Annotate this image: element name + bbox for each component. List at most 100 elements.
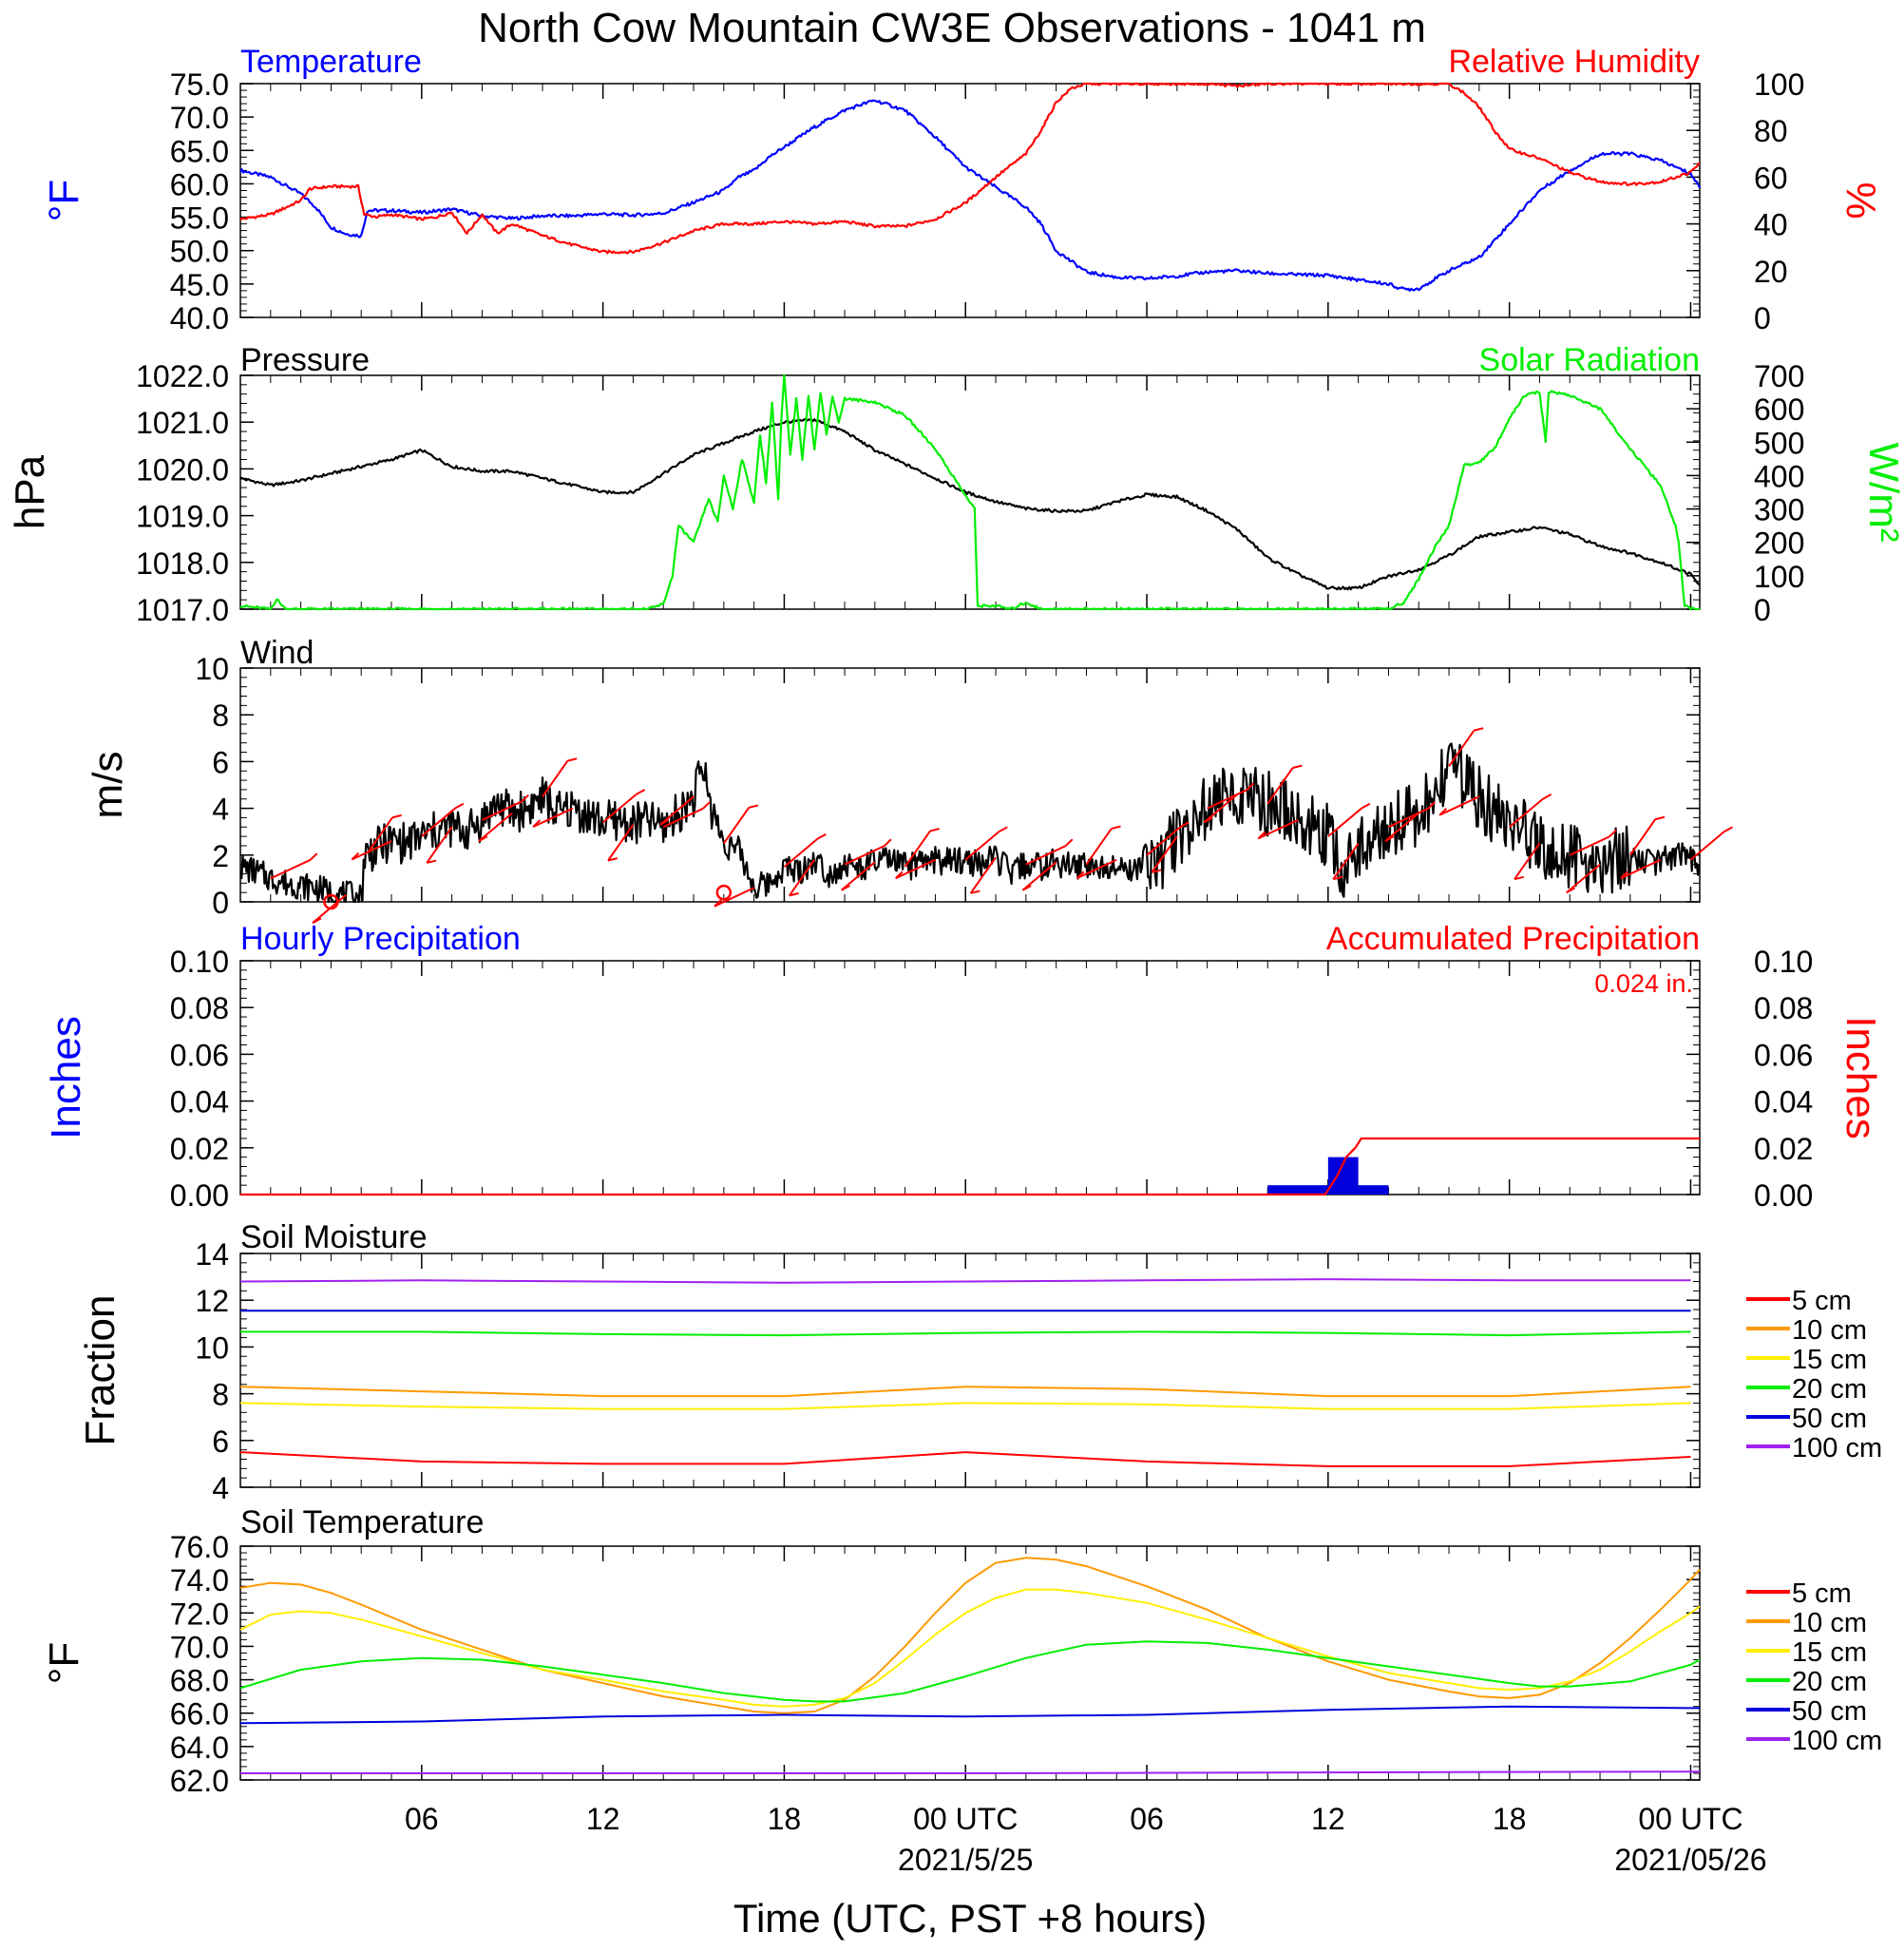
wind-barb-flag xyxy=(1257,831,1266,840)
wind-barb-flag xyxy=(1723,826,1733,833)
pressure-ytick-label-left: 1022.0 xyxy=(136,359,229,393)
x-axis-label: Time (UTC, PST +8 hours) xyxy=(733,1896,1207,1941)
wind-ytick-label-left: 10 xyxy=(195,652,229,686)
soil_temp-series-10-cm xyxy=(239,1557,1701,1714)
soil_temp-legend-label: 20 cm xyxy=(1792,1667,1867,1697)
wind-series-wind xyxy=(239,742,1701,904)
wind-barb xyxy=(969,856,997,894)
soil_temp-ytick-label-left: 64.0 xyxy=(170,1731,229,1765)
x-tick-label: 12 xyxy=(1311,1802,1345,1836)
wind-barb-flag xyxy=(1566,887,1576,894)
wind-barb-flag xyxy=(426,859,437,864)
wind-barb xyxy=(1266,767,1294,805)
precip-series-accumulated-precipitation xyxy=(240,1137,1700,1196)
soil_temp-series-100-cm xyxy=(240,1770,1700,1774)
wind-barb-flag xyxy=(1427,801,1437,810)
precip-ytick-label-right: 0.08 xyxy=(1754,991,1813,1025)
temp-ytick-label-right: 60 xyxy=(1754,161,1788,195)
hourly-precip-bar xyxy=(1298,1185,1328,1195)
wind-barb-flag xyxy=(1152,869,1162,873)
soil_moisture-legend-label: 50 cm xyxy=(1792,1404,1867,1434)
wind-barb-flag xyxy=(895,870,904,879)
wind-barb-flag xyxy=(714,899,722,908)
wind-barb xyxy=(1689,831,1725,861)
temp-left-title: Temperature xyxy=(240,44,422,80)
wind-barb xyxy=(366,816,393,854)
wind-barb xyxy=(1021,861,1057,891)
soil_moisture-ytick-label-left: 10 xyxy=(195,1330,229,1365)
wind-barb xyxy=(1388,807,1429,829)
pressure-ytick-label-right: 700 xyxy=(1754,359,1804,393)
wind-barb xyxy=(1146,826,1181,856)
wind-barb-flag xyxy=(1333,875,1343,881)
wind-barb xyxy=(1514,842,1541,880)
temp-right-title: Relative Humidity xyxy=(1448,44,1700,80)
pressure-ytick-label-left: 1018.0 xyxy=(136,546,229,581)
soilm-left-title: Soil Moisture xyxy=(240,1219,428,1255)
soil_moisture-ytick-label-left: 14 xyxy=(195,1237,229,1272)
wind-barb xyxy=(1509,797,1544,829)
pressure-ytick-label-right: 0 xyxy=(1754,593,1771,627)
pressure-ytick-label-right: 600 xyxy=(1754,392,1804,427)
soilt-plot-area xyxy=(239,1545,1701,1781)
wind-barb-flag xyxy=(521,794,530,803)
wind-barb xyxy=(1025,845,1066,866)
wind-barb xyxy=(844,845,885,866)
wind-barb xyxy=(1327,807,1362,837)
pressure-ytick-label-right: 100 xyxy=(1754,560,1804,594)
pressure-right-ylabel: W/m² xyxy=(1860,442,1904,542)
soil_temp-legend-label: 15 cm xyxy=(1792,1637,1867,1668)
wind-barb-flag xyxy=(929,828,940,832)
wind-ytick-label-left: 8 xyxy=(212,698,229,733)
wind-barb xyxy=(1569,835,1610,856)
wind-barb-flag xyxy=(659,819,670,826)
temp-series-relative-humidity xyxy=(239,82,1701,255)
wind-left-title: Wind xyxy=(240,635,314,671)
wind-barb xyxy=(714,887,755,908)
pressure-ytick-label-right: 400 xyxy=(1754,459,1804,493)
soil_moisture-series-100-cm xyxy=(239,1278,1691,1284)
wind-barb xyxy=(270,859,311,880)
temp-left-ylabel: °F xyxy=(41,180,87,221)
calm-wind-marker xyxy=(323,893,339,910)
soil_temp-ytick-label-left: 72.0 xyxy=(170,1597,229,1631)
soil-temperature-panel: Soil Temperature °F xyxy=(41,1504,1701,1781)
wind-barb xyxy=(723,807,751,845)
temp-ytick-label-left: 70.0 xyxy=(170,101,229,135)
x-tick-label: 00 UTC xyxy=(1638,1802,1742,1836)
wind-barb-flag xyxy=(1438,808,1448,816)
wind-barb xyxy=(1151,835,1178,873)
x-tick-label: 00 UTC xyxy=(913,1802,1018,1836)
temp-ytick-label-right: 20 xyxy=(1754,255,1788,289)
wind-barb xyxy=(1085,828,1113,866)
pressure-solar-panel: Pressure Solar Radiation hPa W/m² xyxy=(7,342,1904,610)
x-tick-label: 06 xyxy=(1130,1802,1164,1836)
temp-ytick-label-left: 50.0 xyxy=(170,235,229,269)
wind-barb-flag xyxy=(478,835,488,842)
hourly-precip-bar xyxy=(1358,1185,1389,1195)
x-tick-label: 12 xyxy=(586,1802,620,1836)
wind-barb-flag xyxy=(1655,815,1666,821)
hourly-precip-bar xyxy=(1267,1185,1299,1195)
wind-barb-flag xyxy=(391,813,402,819)
soil_temp-ytick-label-left: 74.0 xyxy=(170,1563,229,1597)
temperature-humidity-panel: Temperature Relative Humidity °F % xyxy=(41,44,1884,318)
precip-ytick-label-left: 0.10 xyxy=(170,945,229,979)
temp-plot-area xyxy=(239,83,1701,318)
wind-barb-flag xyxy=(636,789,646,795)
temp-ytick-label-left: 55.0 xyxy=(170,201,229,236)
wind-barb-flag xyxy=(1179,821,1190,829)
temp-ytick-label-left: 65.0 xyxy=(170,134,229,168)
pressure-right-title: Solar Radiation xyxy=(1479,342,1700,378)
temp-ytick-label-right: 0 xyxy=(1754,301,1771,335)
pressure-ytick-label-right: 500 xyxy=(1754,426,1804,460)
wind-ytick-label-left: 4 xyxy=(212,793,229,827)
pressure-series-solar-radiation xyxy=(239,373,1701,611)
pressure-ytick-label-right: 300 xyxy=(1754,493,1804,527)
wind-barb xyxy=(904,830,931,868)
wind-barb-flag xyxy=(309,852,318,861)
precipitation-panel: Hourly Precipitation Accumulated Precipi… xyxy=(43,921,1884,1195)
wind-barb-flag xyxy=(1021,885,1032,891)
wind-barb xyxy=(1076,858,1117,880)
wind-barb-flag xyxy=(884,838,892,847)
